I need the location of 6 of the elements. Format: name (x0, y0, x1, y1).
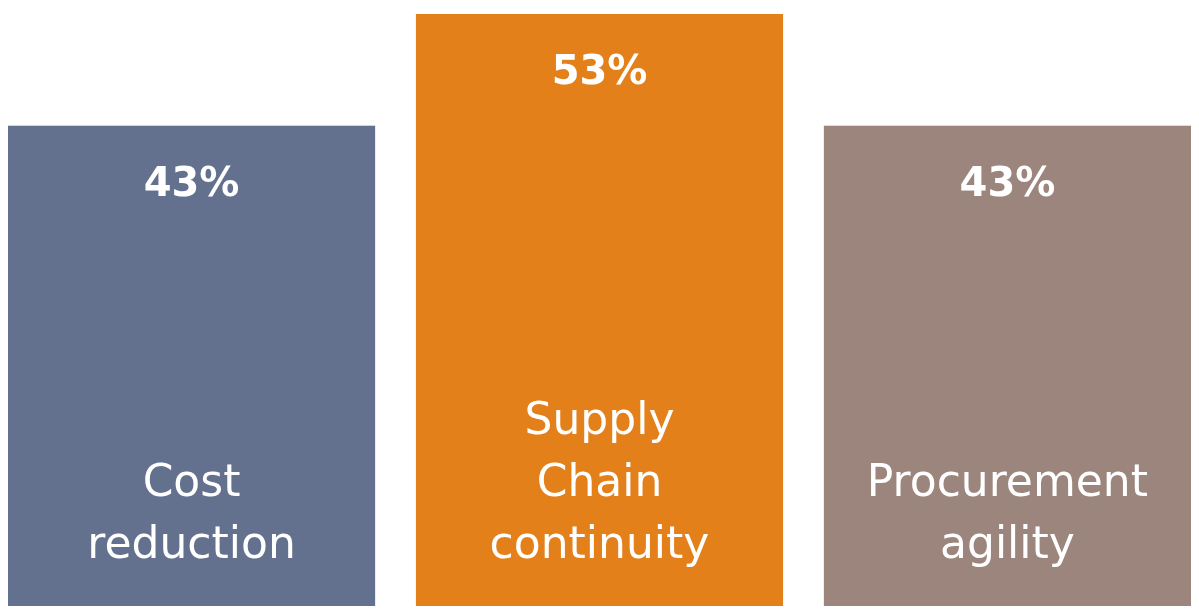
data-label: 43% (959, 158, 1056, 205)
data-label: 43% (143, 158, 240, 205)
x-tick-label: Cost reduction (87, 455, 296, 568)
data-label: 53% (551, 47, 648, 93)
x-tick-label: Supply Chain continuity (489, 393, 710, 568)
x-tick-label: Procurement agility (866, 455, 1149, 568)
